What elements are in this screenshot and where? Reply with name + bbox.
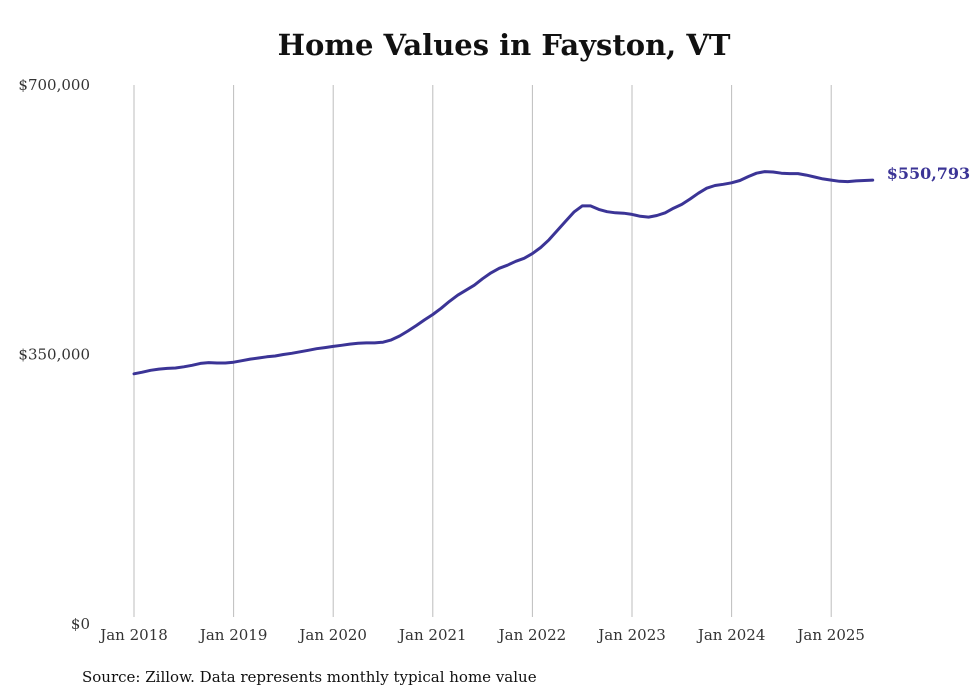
x-tick-label: Jan 2021 xyxy=(397,626,467,644)
chart-title: Home Values in Fayston, VT xyxy=(277,28,731,62)
x-tick-label: Jan 2019 xyxy=(198,626,268,644)
y-tick-label: $0 xyxy=(71,615,90,633)
x-tick-label: Jan 2022 xyxy=(497,626,567,644)
y-tick-label: $700,000 xyxy=(18,76,90,94)
y-tick-label: $350,000 xyxy=(18,346,90,364)
x-tick-label: Jan 2024 xyxy=(696,626,766,644)
source-note: Source: Zillow. Data represents monthly … xyxy=(82,668,537,686)
gridlines xyxy=(133,85,832,617)
x-tick-label: Jan 2020 xyxy=(297,626,367,644)
series-layer: $550,793 xyxy=(132,164,971,376)
x-tick-label: Jan 2025 xyxy=(795,626,865,644)
end-value-label: $550,793 xyxy=(887,164,971,183)
x-tick-label: Jan 2023 xyxy=(596,626,666,644)
series-line xyxy=(132,170,875,376)
x-axis-ticks: Jan 2018 Jan 2019 Jan 2020 Jan 2021 Jan 2022… xyxy=(98,626,865,644)
y-axis-ticks: $0 $350,000 $700,000 xyxy=(18,76,90,633)
x-tick-label: Jan 2018 xyxy=(98,626,168,644)
